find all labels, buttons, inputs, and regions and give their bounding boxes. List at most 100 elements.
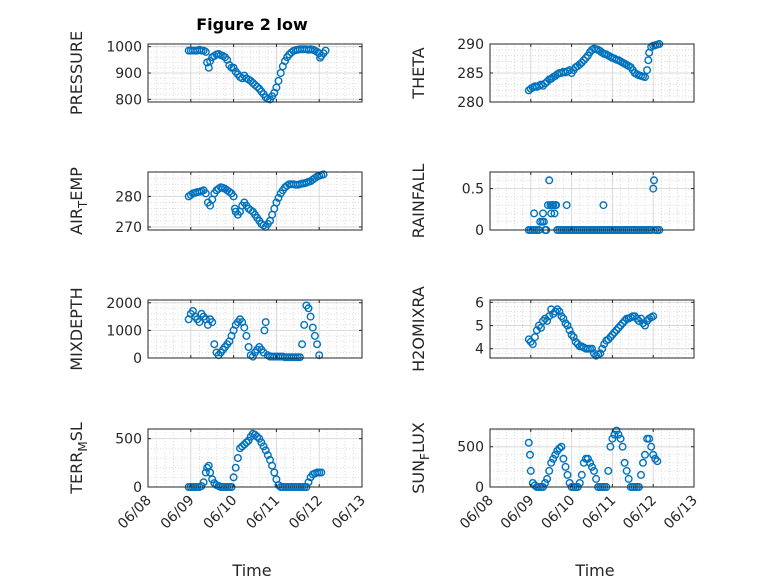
data-point [530, 333, 539, 342]
data-point [641, 73, 650, 82]
data-point [541, 79, 550, 88]
data-point [526, 466, 535, 475]
data-point [231, 463, 240, 472]
axes-frame [489, 428, 695, 488]
y-axis-label-5: MIXDEPTH [67, 287, 86, 370]
major-grid [489, 172, 695, 231]
data-point [547, 209, 556, 218]
x-tick-label: 06/13 [329, 493, 369, 533]
data-point [588, 462, 597, 471]
data-point [240, 440, 249, 449]
data-point [206, 468, 215, 477]
data-point [649, 450, 658, 459]
data-point [651, 454, 660, 463]
y-tick-label: 900 [115, 66, 142, 82]
data-point [569, 333, 578, 342]
series-points [184, 301, 324, 362]
y-tick-label: 800 [115, 92, 142, 108]
y-axis-label-3: AIRTEMP [67, 167, 90, 235]
y-tick-label: 2000 [106, 296, 142, 312]
minor-grid [148, 44, 362, 102]
data-point [571, 337, 580, 346]
data-point [598, 344, 607, 353]
data-point [300, 320, 309, 329]
data-point [543, 474, 552, 483]
x-tick-label: 06/09 [498, 493, 538, 533]
data-point [199, 478, 208, 487]
data-point [240, 323, 249, 332]
data-point [524, 438, 533, 447]
data-point [552, 201, 561, 210]
data-point [233, 454, 242, 463]
series-points [184, 170, 328, 231]
data-point [308, 323, 317, 332]
data-point [274, 76, 283, 85]
x-axis-label-left: Time [231, 561, 271, 580]
y-axis-label-7: TERRMSL [67, 422, 90, 495]
data-point [649, 184, 658, 193]
data-point [539, 316, 548, 325]
data-point [545, 312, 554, 321]
data-point [281, 57, 290, 66]
subplot-5: 0 1000 2000 MIXDEPTH [67, 287, 363, 371]
data-point [590, 466, 599, 475]
data-point [551, 450, 560, 459]
data-point [543, 201, 552, 210]
subplot-2: 280 285 290 THETA [409, 37, 695, 111]
data-point [614, 430, 623, 439]
data-point [319, 170, 328, 179]
series-points [184, 429, 326, 492]
data-point [229, 192, 238, 201]
y-tick-label: 270 [115, 220, 142, 236]
data-point [263, 451, 272, 460]
data-point [242, 438, 251, 447]
data-point [606, 442, 615, 451]
minor-grid [490, 300, 694, 359]
data-point [608, 330, 617, 339]
subplot-3: 270 280 AIRTEMP [67, 167, 363, 236]
data-point [253, 82, 262, 91]
data-point [592, 474, 601, 483]
subplot-6: 4 5 6 H2OMIXRA [409, 286, 695, 372]
series-points [524, 426, 662, 492]
data-point [541, 314, 550, 323]
y-tick-label: 5 [475, 319, 484, 335]
y-tick-label: 280 [457, 95, 484, 111]
y-tick-label: 1000 [106, 40, 142, 56]
data-point [304, 304, 313, 313]
data-point [244, 436, 253, 445]
data-point [526, 450, 535, 459]
major-grid [489, 429, 695, 488]
series-points [524, 176, 664, 234]
data-point [563, 321, 572, 330]
data-point [242, 331, 251, 340]
data-point [649, 312, 658, 321]
minor-grid [148, 300, 362, 359]
major-grid [147, 44, 363, 102]
x-tick-label: 06/12 [286, 493, 326, 533]
data-point [261, 446, 270, 455]
data-point [246, 76, 255, 85]
data-point [555, 444, 564, 453]
x-tick-label: 06/09 [158, 493, 198, 533]
data-point [248, 352, 257, 361]
data-point [526, 337, 535, 346]
data-point [561, 462, 570, 471]
data-point [645, 434, 654, 443]
data-point [634, 316, 643, 325]
data-point [604, 466, 613, 475]
data-point [577, 470, 586, 479]
data-point [653, 457, 662, 466]
data-point [528, 340, 537, 349]
axes-frame [147, 171, 363, 231]
y-tick-label: 280 [115, 189, 142, 205]
data-point [553, 305, 562, 314]
data-point [238, 442, 247, 451]
minor-grid [490, 171, 694, 231]
data-point [559, 454, 568, 463]
data-point [608, 434, 617, 443]
data-point [550, 209, 559, 218]
data-point [581, 53, 590, 62]
data-point [612, 426, 621, 435]
